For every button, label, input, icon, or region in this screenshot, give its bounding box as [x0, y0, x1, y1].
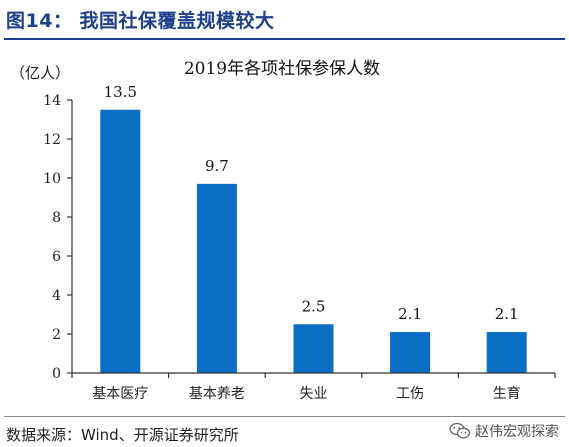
y-tick-label: 2 — [52, 327, 61, 343]
figure-footer: 数据来源：Wind、开源证券研究所 赵伟宏观探索 — [0, 412, 569, 447]
wechat-icon — [449, 422, 471, 439]
x-tick-label: 工伤 — [396, 386, 424, 402]
y-tick-label: 8 — [52, 210, 61, 226]
data-label: 9.7 — [205, 157, 229, 175]
y-tick-label: 6 — [52, 249, 61, 265]
x-tick-label: 基本医疗 — [92, 385, 148, 402]
y-tick-label: 10 — [43, 171, 61, 187]
figure-header: 图14： 我国社保覆盖规模较大 — [0, 0, 569, 40]
data-label: 2.1 — [398, 305, 422, 323]
data-label: 2.1 — [495, 305, 519, 323]
x-tick-label: 基本养老 — [189, 385, 245, 402]
figure-title: 图14： 我国社保覆盖规模较大 — [6, 10, 275, 32]
chart-title: 2019年各项社保参保人数 — [184, 59, 380, 79]
y-tick-label: 0 — [52, 366, 61, 382]
data-label: 13.5 — [104, 83, 137, 101]
bar-chart: 2019年各项社保参保人数 0 2 4 6 8 10 12 14 （亿人） 13.5 9.7 2.5… — [10, 59, 556, 402]
y-tick-label: 4 — [52, 288, 61, 304]
y-axis-label: （亿人） — [10, 64, 70, 82]
bar-5 — [486, 332, 527, 373]
x-tick-label: 失业 — [300, 386, 328, 402]
source-note: 数据来源：Wind、开源证券研究所 — [6, 426, 239, 444]
y-tick-label: 12 — [43, 132, 61, 148]
footer-divider — [4, 416, 565, 417]
data-label: 2.5 — [302, 297, 326, 315]
bar-2 — [196, 183, 237, 373]
bar-4 — [390, 332, 431, 373]
bar-3 — [293, 324, 334, 373]
y-tick-label: 14 — [43, 93, 61, 109]
watermark: 赵伟宏观探索 — [445, 418, 563, 444]
x-tick-label: 生育 — [493, 386, 521, 402]
title-divider — [4, 38, 565, 40]
watermark-text: 赵伟宏观探索 — [475, 424, 559, 440]
bar-1 — [100, 109, 141, 373]
